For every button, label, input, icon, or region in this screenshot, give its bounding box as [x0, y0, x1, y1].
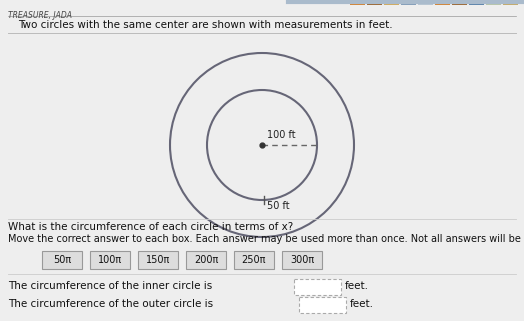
Text: 200π: 200π	[194, 255, 218, 265]
Text: 250π: 250π	[242, 255, 266, 265]
Text: 100 ft: 100 ft	[267, 130, 296, 140]
Text: TREASURE, JADA: TREASURE, JADA	[8, 11, 72, 20]
FancyBboxPatch shape	[42, 251, 82, 269]
Text: 300π: 300π	[290, 255, 314, 265]
Text: What is the circumference of each circle in terms of x?: What is the circumference of each circle…	[8, 222, 293, 232]
Text: feet.: feet.	[350, 299, 374, 309]
Text: The circumference of the outer circle is: The circumference of the outer circle is	[8, 299, 213, 309]
FancyBboxPatch shape	[234, 251, 274, 269]
FancyBboxPatch shape	[90, 251, 130, 269]
Text: 50 ft: 50 ft	[267, 201, 290, 211]
Text: 100π: 100π	[98, 255, 122, 265]
Text: Two circles with the same center are shown with measurements in feet.: Two circles with the same center are sho…	[18, 20, 392, 30]
Text: The circumference of the inner circle is: The circumference of the inner circle is	[8, 281, 212, 291]
Text: feet.: feet.	[345, 281, 369, 291]
FancyBboxPatch shape	[186, 251, 226, 269]
Text: 150π: 150π	[146, 255, 170, 265]
FancyBboxPatch shape	[138, 251, 178, 269]
Text: 50π: 50π	[53, 255, 71, 265]
Text: Move the correct answer to each box. Each answer may be used more than once. Not: Move the correct answer to each box. Eac…	[8, 234, 524, 244]
FancyBboxPatch shape	[282, 251, 322, 269]
FancyBboxPatch shape	[294, 279, 341, 295]
FancyBboxPatch shape	[299, 297, 346, 313]
